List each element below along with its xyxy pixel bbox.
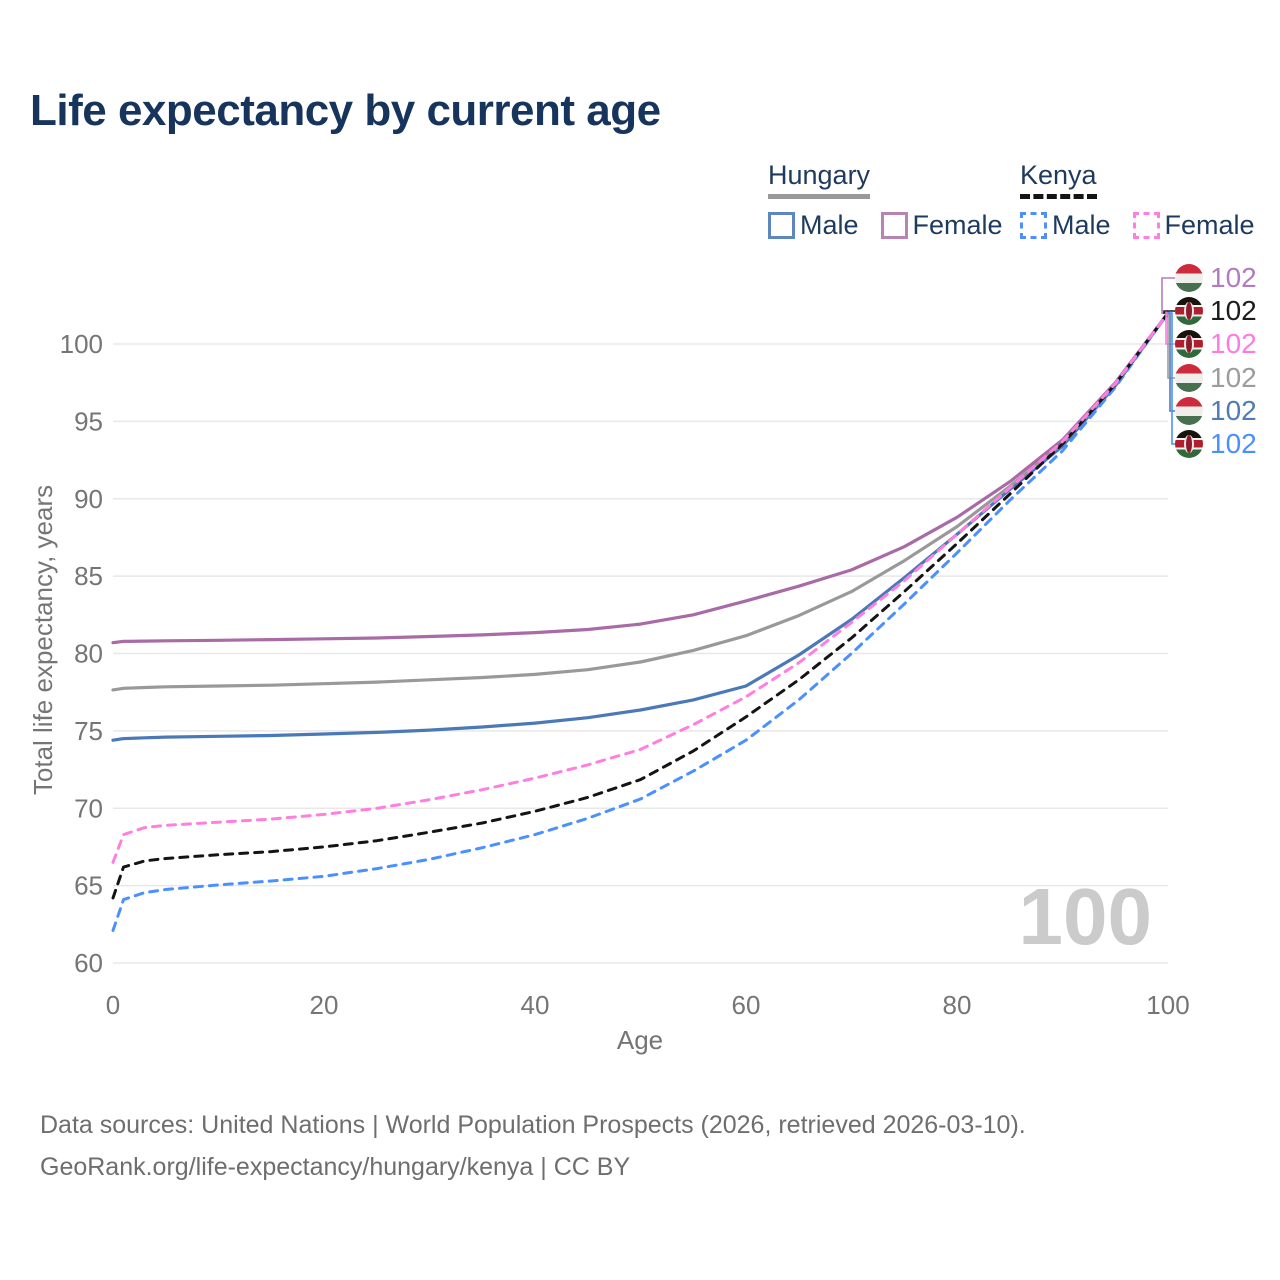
y-tick-label-90: 90 bbox=[74, 484, 103, 514]
legend: Hungary Male Female Kenya Male Female bbox=[768, 160, 1268, 241]
x-axis-title: Age bbox=[617, 1025, 663, 1055]
legend-item-label: Female bbox=[912, 210, 1003, 240]
y-tick-label-80: 80 bbox=[74, 639, 103, 669]
legend-items-hungary: Male Female bbox=[768, 210, 1020, 241]
legend-heading-kenya[interactable]: Kenya bbox=[1020, 160, 1097, 199]
series-line-hungary-female[interactable] bbox=[111, 311, 1170, 645]
y-axis-title: Total life expectancy, years bbox=[28, 485, 58, 795]
hungary-male-swatch-icon bbox=[768, 212, 795, 239]
y-tick-label-100: 100 bbox=[60, 329, 103, 359]
watermark-age: 100 bbox=[1019, 872, 1152, 961]
y-tick-label-60: 60 bbox=[74, 948, 103, 978]
y-tick-label-85: 85 bbox=[74, 561, 103, 591]
legend-item-hungary-female[interactable]: Female bbox=[880, 210, 1003, 241]
legend-item-label: Female bbox=[1164, 210, 1255, 240]
series-line-kenya-male[interactable] bbox=[111, 311, 1170, 932]
x-tick-label-0: 0 bbox=[106, 990, 120, 1020]
legend-item-kenya-female[interactable]: Female bbox=[1132, 210, 1255, 241]
footer-data-sources: Data sources: United Nations | World Pop… bbox=[40, 1111, 1026, 1139]
y-tick-label-70: 70 bbox=[74, 793, 103, 823]
y-tick-label-65: 65 bbox=[74, 871, 103, 901]
series-line-kenya-female[interactable] bbox=[111, 311, 1170, 864]
legend-items-kenya: Male Female bbox=[1020, 210, 1277, 241]
legend-item-label: Male bbox=[800, 210, 859, 240]
legend-item-label: Male bbox=[1052, 210, 1111, 240]
legend-heading-hungary[interactable]: Hungary bbox=[768, 160, 871, 199]
footer: Data sources: United Nations | World Pop… bbox=[40, 1104, 1026, 1188]
x-tick-label-80: 80 bbox=[943, 990, 972, 1020]
kenya-male-swatch-icon bbox=[1020, 212, 1047, 239]
legend-group-hungary: Hungary Male Female bbox=[768, 160, 1020, 241]
series-line-kenya-both-sexes[interactable] bbox=[111, 311, 1170, 900]
footer-attribution: GeoRank.org/life-expectancy/hungary/keny… bbox=[40, 1153, 631, 1181]
leader-line-hungary-female bbox=[1161, 277, 1175, 314]
x-tick-label-100: 100 bbox=[1146, 990, 1189, 1020]
series-line-hungary-both-sexes[interactable] bbox=[111, 311, 1170, 692]
y-tick-label-95: 95 bbox=[74, 406, 103, 436]
x-tick-label-20: 20 bbox=[310, 990, 339, 1020]
hungary-female-swatch-icon bbox=[880, 212, 908, 239]
legend-group-kenya: Kenya Male Female bbox=[1020, 160, 1277, 241]
kenya-female-swatch-icon bbox=[1132, 212, 1160, 239]
legend-item-hungary-male[interactable]: Male bbox=[768, 210, 859, 241]
y-tick-label-75: 75 bbox=[74, 716, 103, 746]
leader-line-kenya-male bbox=[1168, 312, 1175, 445]
x-tick-label-40: 40 bbox=[521, 990, 550, 1020]
legend-item-kenya-male[interactable]: Male bbox=[1020, 210, 1111, 241]
series-line-hungary-male[interactable] bbox=[111, 311, 1170, 742]
page-title: Life expectancy by current age bbox=[30, 86, 661, 135]
x-tick-label-60: 60 bbox=[732, 990, 761, 1020]
